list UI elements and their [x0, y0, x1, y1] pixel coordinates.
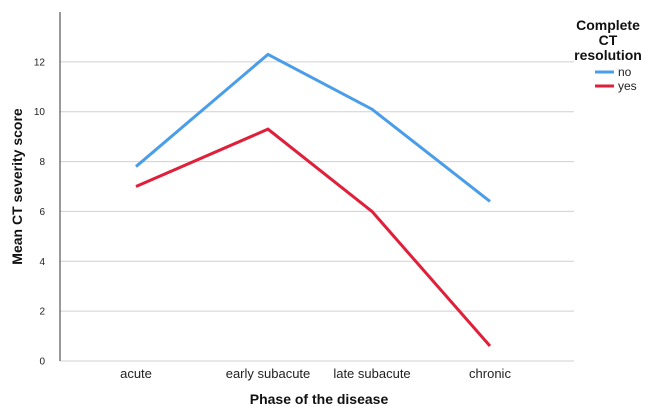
series-line-no	[135, 52, 491, 203]
y-tick-label: 12	[34, 57, 46, 68]
legend-title-line-1: Complete	[576, 17, 640, 33]
legend-label-yes: yes	[618, 79, 637, 93]
y-tick-label: 2	[39, 307, 45, 318]
y-tick-label: 0	[39, 357, 45, 368]
y-axis-title: Mean CT severity score	[9, 108, 25, 265]
x-tick-label: late subacute	[333, 366, 410, 381]
series-line-yes	[135, 127, 492, 348]
legend-title-line-2: CT	[599, 32, 618, 48]
legend-label-no: no	[618, 65, 632, 79]
x-tick-label: early subacute	[226, 366, 311, 381]
x-axis-title: Phase of the disease	[250, 391, 389, 407]
y-tick-label: 8	[39, 157, 45, 168]
y-tick-labels: 0 2 4 6 8 10 12	[34, 57, 46, 367]
legend-title-line-3: resolution	[574, 47, 642, 63]
y-tick-label: 10	[34, 107, 46, 118]
x-tick-label: chronic	[469, 366, 511, 381]
y-tick-label: 6	[39, 207, 45, 218]
x-tick-labels: acute early subacute late subacute chronic	[120, 366, 511, 381]
x-tick-label: acute	[120, 366, 152, 381]
legend: Complete CT resolution no yes	[574, 17, 642, 93]
y-tick-label: 4	[39, 257, 45, 268]
series-lines	[135, 52, 492, 348]
gridlines	[60, 61, 574, 362]
